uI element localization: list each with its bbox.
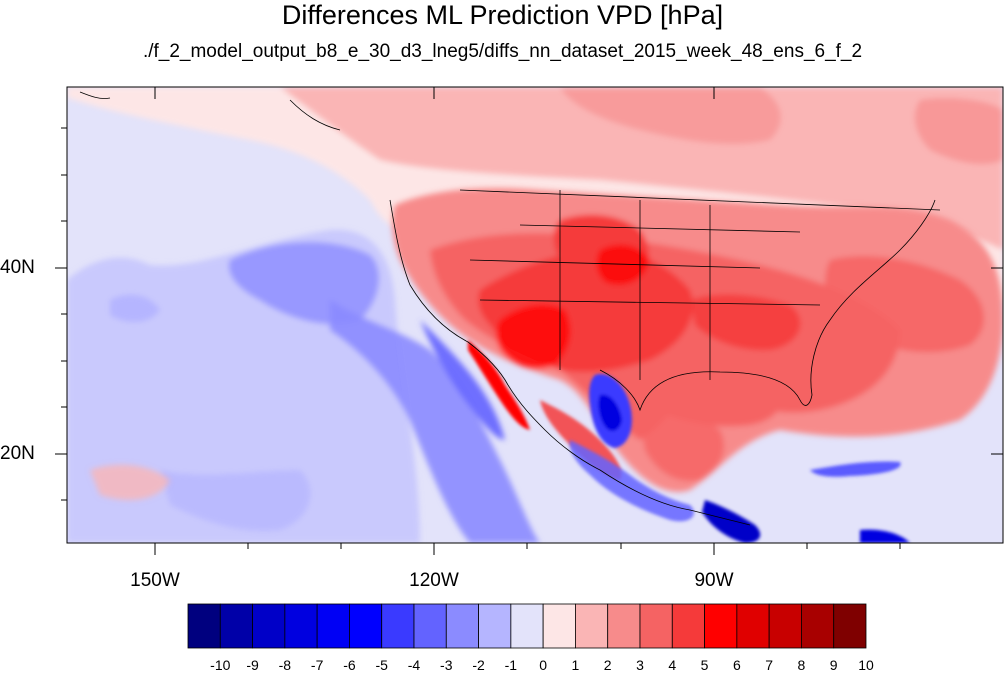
colorbar-swatch (252, 603, 286, 649)
pacific-blue-region (67, 229, 540, 543)
colorbar-swatch (704, 603, 738, 649)
colorbar-swatch (575, 603, 609, 649)
colorbar-tick-label: -8 (278, 657, 292, 673)
colorbar-swatch (736, 603, 770, 649)
mexico-blue-region (569, 374, 910, 543)
colorbar-tick-label: 5 (700, 657, 709, 673)
lon-label-90w: 90W (694, 570, 734, 591)
colorbar-swatch (316, 603, 350, 649)
colorbar-swatch (510, 603, 544, 649)
lat-label-40n: 40N (0, 257, 35, 278)
map-title: Differences ML Prediction VPD [hPa] (281, 0, 724, 30)
colorbar-tick-label: -10 (210, 657, 231, 673)
colorbar-tick-label: 9 (829, 657, 838, 673)
colorbar-swatch (768, 603, 802, 649)
colorbar-swatch (478, 603, 512, 649)
colorbar-swatch (639, 603, 673, 649)
colorbar-tick-label: -4 (407, 657, 421, 673)
colorbar-swatch (284, 603, 318, 649)
colorbar-swatch (607, 603, 641, 649)
colorbar-swatch (833, 603, 867, 649)
colorbar-tick-label: -3 (440, 657, 453, 673)
colorbar-swatch (219, 603, 253, 649)
colorbar-swatch (542, 603, 576, 649)
axis-ticks (55, 87, 1003, 555)
colorbar-tick-label: -5 (375, 657, 388, 673)
colorbar-tick-label: 2 (603, 657, 612, 673)
colorbar (187, 603, 867, 649)
colorbar-tick-label: -2 (472, 657, 485, 673)
map-field (67, 87, 1003, 543)
colorbar-swatch (349, 603, 383, 649)
colorbar-tick-label: -1 (504, 657, 518, 673)
colorbar-tick-label: 4 (668, 657, 677, 673)
colorbar-tick-label: -9 (246, 657, 259, 673)
map-subtitle: ./f_2_model_output_b8_e_30_d3_lneg5/diff… (142, 41, 863, 62)
colorbar-swatch (381, 603, 415, 649)
colorbar-tick-label: -6 (343, 657, 356, 673)
colorbar-tick-label: 8 (797, 657, 806, 673)
colorbar-tick-label: 10 (858, 657, 874, 673)
colorbar-tick-label: 3 (636, 657, 644, 673)
lon-label-120w: 120W (409, 570, 459, 591)
lon-label-150w: 150W (130, 570, 180, 591)
colorbar-tick-label: 7 (765, 657, 774, 673)
land-red-region (392, 188, 1003, 492)
colorbar-swatch (801, 603, 835, 649)
colorbar-swatch (445, 603, 479, 649)
colorbar-tick-label: 1 (571, 657, 580, 673)
colorbar-swatch (187, 603, 221, 649)
colorbar-tick-label: -7 (310, 657, 324, 673)
colorbar-swatch (413, 603, 447, 649)
colorbar-swatch (671, 603, 705, 649)
colorbar-tick-label: 6 (732, 657, 741, 673)
lat-label-20n: 20N (0, 443, 35, 464)
colorbar-tick-label: 0 (539, 657, 548, 673)
map-frame (66, 86, 1004, 544)
coastlines-borders (79, 91, 941, 526)
